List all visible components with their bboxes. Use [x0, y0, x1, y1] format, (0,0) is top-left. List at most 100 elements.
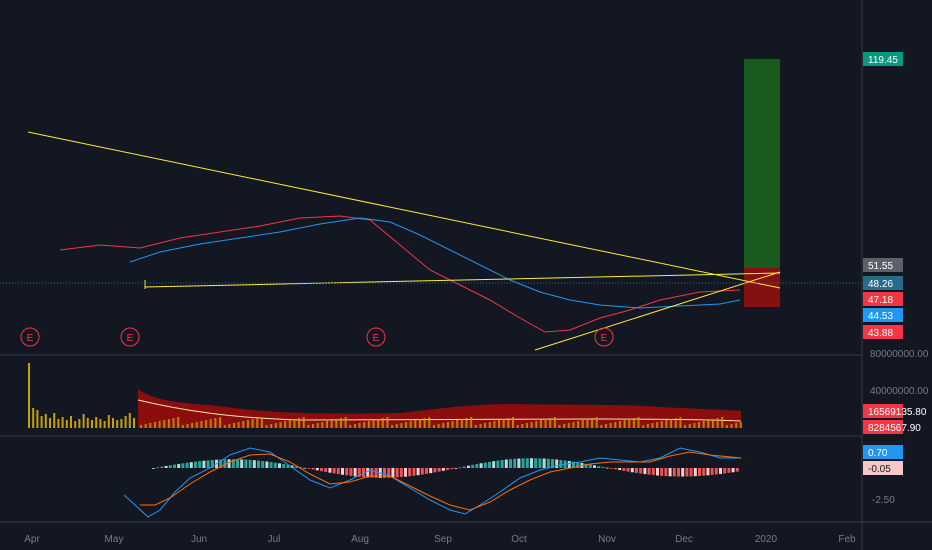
volume-bar: [563, 424, 566, 428]
volume-bar: [36, 410, 39, 428]
volume-bar: [200, 421, 203, 428]
volume-tick-label: 40000000.00: [870, 386, 929, 397]
macd-histogram-bar: [546, 458, 550, 468]
volume-bar: [120, 419, 123, 428]
earnings-marker[interactable]: E: [120, 327, 140, 347]
volume-bar: [339, 418, 342, 428]
rising-trendline[interactable]: [534, 271, 781, 351]
long-position-tool[interactable]: [744, 59, 780, 307]
volume-bar: [586, 419, 589, 428]
volume-bar: [177, 417, 180, 428]
volume-bar: [488, 422, 491, 428]
volume-bar: [149, 423, 152, 428]
macd-histogram-bar: [349, 468, 353, 476]
volume-bar: [618, 421, 621, 428]
macd-histogram-bar: [366, 468, 370, 478]
volume-bar: [539, 420, 542, 428]
price-tag-background: [863, 445, 903, 459]
volume-bar: [237, 422, 240, 428]
volume-bar: [307, 425, 310, 428]
macd-histogram-bar: [534, 458, 538, 468]
macd-histogram-bar: [702, 468, 706, 476]
support-trendline[interactable]: [144, 272, 781, 288]
volume-bar: [600, 425, 603, 428]
macd-histogram-bar: [290, 465, 294, 468]
volume-bar: [437, 424, 440, 428]
macd-histogram-bar: [618, 468, 622, 471]
earnings-marker[interactable]: E: [366, 327, 386, 347]
macd-histogram-bar: [299, 467, 302, 468]
volume-average-line: [137, 399, 742, 422]
earnings-marker-label: E: [27, 333, 34, 344]
macd-histogram-bar: [551, 459, 554, 468]
volume-bar: [409, 421, 412, 428]
volume-bar: [419, 419, 421, 428]
macd-histogram-bar: [219, 459, 223, 468]
volume-bar: [284, 421, 287, 428]
macd-pane[interactable]: -2.50: [123, 447, 895, 518]
price-tag-background: [863, 461, 903, 475]
volume-bar: [735, 423, 738, 428]
volume-bar: [465, 418, 468, 428]
price-tag-background: [863, 52, 903, 66]
macd-histogram-bar: [353, 468, 357, 477]
time-axis[interactable]: Apr May Jun Jul Aug Sep Oct Nov Dec 2020 Feb: [24, 534, 856, 545]
volume-bar: [367, 421, 370, 428]
macd-histogram-bar: [240, 459, 244, 468]
macd-histogram-bar: [664, 468, 668, 477]
volume-bar: [251, 419, 254, 428]
earnings-marker[interactable]: E: [594, 327, 614, 347]
macd-histogram-bar: [395, 468, 399, 478]
volume-bar: [502, 419, 505, 428]
macd-histogram-bar: [559, 459, 563, 468]
macd-histogram-bar: [509, 459, 512, 468]
macd-histogram-bar: [572, 461, 575, 468]
time-tick-label: Oct: [511, 534, 527, 545]
macd-histogram-bar: [278, 463, 281, 468]
volume-bar: [53, 413, 56, 428]
price-tag-label: 51.55: [868, 261, 893, 272]
volume-bar: [739, 422, 742, 428]
loss-zone[interactable]: [744, 268, 780, 307]
volume-bar: [128, 413, 131, 428]
volume-bar: [521, 424, 524, 428]
macd-histogram-bar: [735, 468, 739, 472]
price-tag-background: [863, 420, 903, 434]
macd-histogram-bar: [437, 468, 441, 472]
macd-histogram-bar: [479, 463, 483, 468]
macd-histogram-bar: [530, 458, 533, 468]
moving-averages: [59, 215, 741, 333]
macd-histogram-bar: [450, 468, 454, 470]
profit-zone[interactable]: [744, 59, 780, 268]
volume-bar: [725, 425, 728, 428]
time-tick-label: Nov: [598, 534, 616, 545]
volume-bar: [353, 424, 356, 428]
time-tick-label: Jun: [191, 534, 207, 545]
macd-histogram-bar: [475, 464, 479, 468]
macd-histogram-bar: [462, 466, 466, 468]
volume-pane[interactable]: 80000000.00 40000000.00: [28, 349, 929, 428]
macd-histogram-bar: [425, 468, 428, 474]
macd-histogram-bar: [164, 465, 168, 468]
descending-trendline[interactable]: [27, 131, 781, 289]
volume-bar: [395, 424, 398, 428]
volume-bar: [99, 419, 102, 428]
volume-bar: [321, 422, 324, 428]
volume-bar: [646, 424, 649, 428]
macd-histogram-bar: [727, 468, 731, 473]
macd-histogram-bar: [719, 468, 722, 474]
earnings-marker[interactable]: E: [20, 327, 40, 347]
macd-histogram-bar: [521, 458, 525, 468]
volume-bar: [358, 423, 361, 428]
macd-histogram-bar: [286, 464, 290, 468]
volume-bar: [637, 417, 640, 428]
macd-histogram-bar: [420, 468, 424, 475]
volume-bar: [474, 425, 477, 428]
macd-histogram-bar: [458, 467, 462, 469]
trendlines[interactable]: [27, 131, 781, 351]
volume-bar: [693, 423, 696, 428]
volume-bar: [246, 420, 249, 428]
volume-bar: [414, 420, 417, 428]
